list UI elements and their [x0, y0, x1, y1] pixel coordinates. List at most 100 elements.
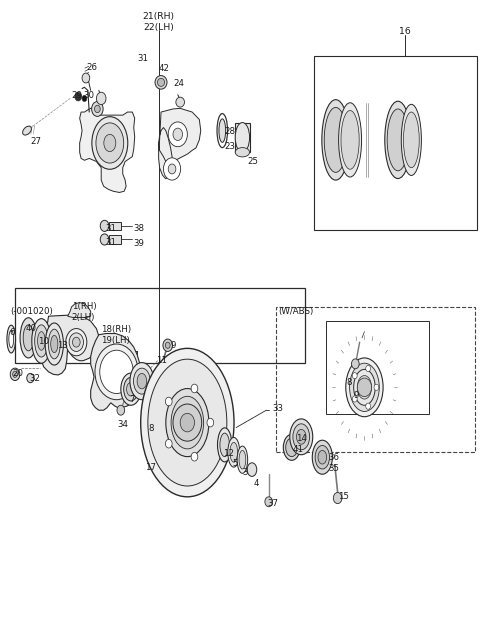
Ellipse shape: [387, 109, 408, 171]
Ellipse shape: [37, 332, 45, 350]
Ellipse shape: [239, 450, 246, 469]
Bar: [124, 366, 135, 383]
Ellipse shape: [100, 220, 109, 231]
Text: 6: 6: [9, 329, 15, 337]
Text: 18(RH): 18(RH): [101, 326, 132, 334]
Ellipse shape: [219, 119, 226, 143]
Ellipse shape: [290, 419, 313, 454]
Text: 14: 14: [297, 434, 308, 443]
Ellipse shape: [96, 123, 124, 163]
Circle shape: [166, 397, 172, 406]
Bar: [314, 56, 477, 229]
Circle shape: [96, 92, 106, 105]
Circle shape: [82, 73, 90, 83]
Circle shape: [374, 384, 379, 391]
Text: 40: 40: [25, 324, 36, 333]
Polygon shape: [91, 334, 144, 410]
Polygon shape: [68, 303, 91, 317]
Circle shape: [165, 342, 170, 348]
Ellipse shape: [104, 135, 116, 152]
Circle shape: [357, 378, 372, 397]
Ellipse shape: [100, 234, 109, 245]
Ellipse shape: [141, 348, 234, 497]
Ellipse shape: [247, 463, 257, 476]
Ellipse shape: [121, 373, 141, 405]
Circle shape: [191, 384, 198, 393]
Text: 35: 35: [328, 464, 339, 473]
Text: 38: 38: [134, 224, 145, 234]
Text: 24: 24: [173, 79, 184, 88]
Circle shape: [95, 105, 100, 113]
Ellipse shape: [32, 319, 51, 363]
Circle shape: [173, 404, 202, 441]
Text: 32: 32: [29, 373, 40, 383]
Circle shape: [10, 368, 20, 381]
Ellipse shape: [45, 323, 63, 365]
Ellipse shape: [124, 378, 138, 401]
Text: 31: 31: [105, 238, 116, 247]
Ellipse shape: [357, 376, 372, 399]
Ellipse shape: [354, 370, 375, 405]
Ellipse shape: [157, 78, 165, 86]
Circle shape: [180, 414, 194, 432]
Text: 2(LH): 2(LH): [72, 313, 95, 322]
Text: 9: 9: [170, 342, 176, 350]
Text: 9: 9: [354, 391, 360, 400]
Text: 4: 4: [253, 479, 259, 488]
Ellipse shape: [23, 325, 34, 351]
Ellipse shape: [346, 358, 383, 417]
Ellipse shape: [349, 363, 379, 412]
Text: 34: 34: [117, 420, 128, 429]
Text: 15: 15: [338, 492, 349, 502]
Ellipse shape: [27, 373, 34, 383]
Circle shape: [92, 102, 103, 117]
Circle shape: [207, 418, 214, 427]
Ellipse shape: [92, 117, 128, 169]
Circle shape: [163, 339, 172, 352]
Ellipse shape: [133, 368, 150, 394]
Ellipse shape: [217, 428, 232, 462]
Ellipse shape: [235, 123, 250, 153]
Ellipse shape: [315, 446, 329, 469]
Ellipse shape: [283, 435, 300, 460]
Ellipse shape: [171, 396, 204, 449]
Circle shape: [173, 128, 182, 141]
Circle shape: [72, 337, 80, 347]
Text: 10: 10: [38, 337, 49, 346]
Ellipse shape: [341, 110, 359, 169]
Ellipse shape: [23, 126, 31, 135]
Text: 11: 11: [156, 356, 167, 365]
Ellipse shape: [155, 76, 167, 89]
Text: 8: 8: [346, 378, 352, 388]
Ellipse shape: [293, 424, 310, 450]
Text: 7: 7: [129, 394, 134, 404]
Text: 29: 29: [72, 92, 83, 100]
Circle shape: [366, 403, 371, 409]
Text: 23: 23: [225, 142, 236, 151]
Text: (W/ABS): (W/ABS): [278, 307, 313, 316]
Circle shape: [168, 122, 187, 147]
Ellipse shape: [324, 107, 347, 172]
Text: 19(LH): 19(LH): [101, 337, 130, 345]
Text: 8: 8: [148, 424, 154, 433]
Circle shape: [117, 405, 125, 415]
Ellipse shape: [35, 325, 48, 357]
Ellipse shape: [312, 440, 332, 474]
Text: 20: 20: [12, 370, 24, 378]
Text: 12: 12: [223, 449, 234, 458]
Ellipse shape: [297, 430, 306, 445]
Circle shape: [69, 333, 84, 352]
Ellipse shape: [322, 100, 349, 180]
Ellipse shape: [137, 373, 147, 389]
Text: 39: 39: [134, 239, 144, 247]
Circle shape: [351, 359, 359, 369]
Bar: [109, 221, 121, 230]
Ellipse shape: [176, 97, 184, 107]
Circle shape: [163, 158, 180, 180]
Bar: [109, 235, 121, 244]
Bar: [326, 321, 429, 414]
Ellipse shape: [228, 438, 240, 467]
Text: 31: 31: [137, 55, 148, 63]
Ellipse shape: [220, 433, 229, 456]
Circle shape: [333, 492, 342, 503]
